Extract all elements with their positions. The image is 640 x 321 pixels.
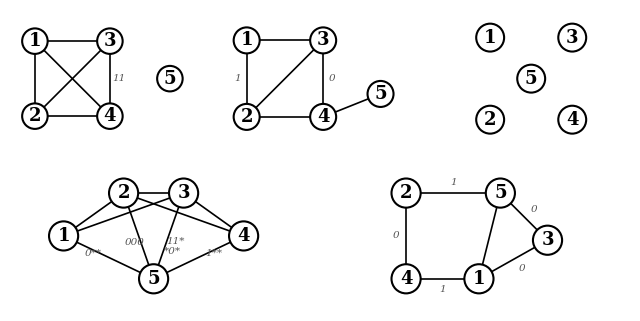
Circle shape [517,65,545,92]
Text: 0: 0 [392,231,399,240]
Circle shape [139,264,168,293]
Text: 3: 3 [541,231,554,249]
Text: 5: 5 [147,270,160,288]
Text: 1: 1 [473,270,485,288]
Text: 11*: 11* [166,237,185,246]
Circle shape [486,178,515,208]
Text: 3: 3 [566,29,579,47]
Circle shape [97,103,123,129]
Text: 1: 1 [450,178,456,187]
Circle shape [533,226,562,255]
Text: 1: 1 [29,32,41,50]
Circle shape [229,221,258,250]
Circle shape [109,178,138,208]
Circle shape [476,24,504,52]
Circle shape [367,81,394,107]
Circle shape [558,24,586,52]
Text: 2: 2 [400,184,412,202]
Circle shape [310,104,336,130]
Text: 0: 0 [531,205,538,214]
Text: 4: 4 [237,227,250,245]
Text: 2: 2 [241,108,253,126]
Circle shape [476,106,504,134]
Text: 1: 1 [234,74,241,83]
Circle shape [157,66,182,91]
Text: 4: 4 [400,270,412,288]
Circle shape [392,178,420,208]
Circle shape [234,27,260,53]
Text: 000: 000 [124,238,144,247]
Circle shape [49,221,78,250]
Text: 5: 5 [494,184,507,202]
Text: 4: 4 [104,107,116,125]
Text: 1: 1 [484,29,497,47]
Circle shape [22,103,47,129]
Text: 11: 11 [112,74,125,83]
Text: 1**: 1** [205,248,223,257]
Circle shape [392,264,420,293]
Circle shape [169,178,198,208]
Text: 4: 4 [566,111,579,129]
Text: 2: 2 [29,107,41,125]
Text: 0: 0 [329,74,335,83]
Text: 4: 4 [317,108,330,126]
Text: 3: 3 [177,184,190,202]
Text: 2: 2 [117,184,130,202]
Text: 2: 2 [484,111,497,129]
Circle shape [465,264,493,293]
Circle shape [97,28,123,54]
Text: 5: 5 [525,70,538,88]
Text: 3: 3 [317,31,330,49]
Text: 1: 1 [241,31,253,49]
Text: 5: 5 [164,70,176,88]
Circle shape [234,104,260,130]
Text: 0: 0 [518,264,525,273]
Text: 3: 3 [104,32,116,50]
Text: 0**: 0** [84,248,102,257]
Circle shape [22,28,47,54]
Text: 1: 1 [58,227,70,245]
Text: 5: 5 [374,85,387,103]
Text: *0*: *0* [163,247,180,256]
Circle shape [558,106,586,134]
Circle shape [310,27,336,53]
Text: 1: 1 [439,285,446,294]
